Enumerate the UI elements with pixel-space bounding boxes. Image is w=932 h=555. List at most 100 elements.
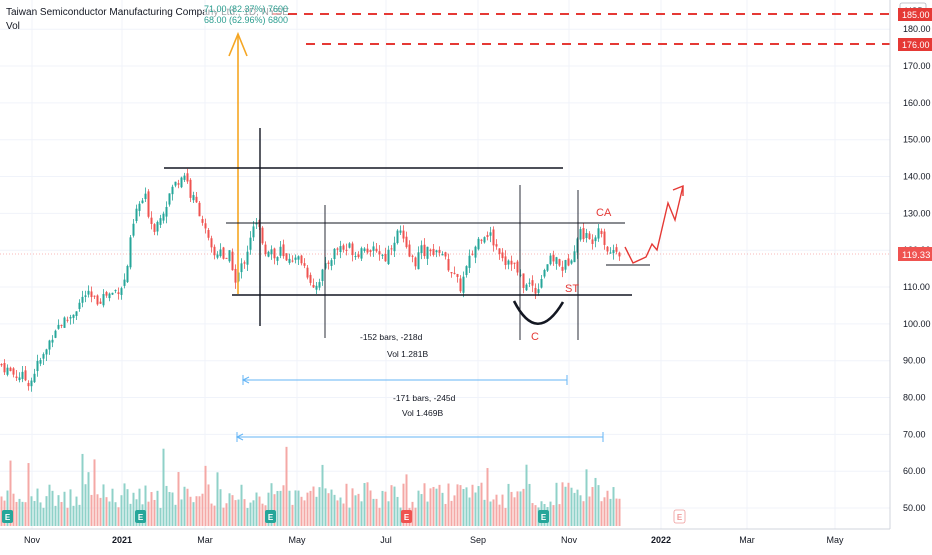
volume-bar [516,491,519,526]
candle-body [273,248,276,259]
last-price-badge [898,247,932,261]
earnings-marker[interactable]: E [265,510,276,523]
candle-body [510,260,513,265]
candle-body [288,258,291,263]
candle-body [144,193,147,200]
volume-bar [522,488,525,526]
volume-bar [237,499,240,526]
range2-bars-text: -171 bars, -245d [393,393,456,403]
volume-bar [579,495,582,526]
y-tick-label: 180.00 [903,24,931,34]
candle-body [3,363,6,373]
volume-bar [585,469,588,526]
volume-bar [183,486,186,526]
candle-body [324,263,327,269]
volume-bar [279,490,282,526]
volume-bar [33,500,36,526]
volume-bar [255,492,258,526]
volume-bar [471,484,474,526]
volume-bar [300,496,303,526]
volume-bar [114,502,117,526]
candle-body [366,248,369,253]
candle-body [441,254,444,256]
volume-bar [207,484,210,526]
volume-bar [48,484,51,526]
volume-bar [573,492,576,526]
y-tick-label: 80.00 [903,393,926,403]
earnings-marker[interactable]: E [401,510,412,523]
candle-body [276,257,279,261]
candle-body [567,258,570,266]
svg-text:E: E [138,513,144,522]
price-axis[interactable]: 50.0060.0070.0080.0090.00100.00110.00120… [889,0,932,529]
candle-body [126,265,129,283]
volume-bar [270,483,273,526]
volume-bar [618,498,621,526]
earnings-marker[interactable]: E [135,510,146,523]
candle-body [495,244,498,247]
candle-body [588,233,591,240]
candle-body [582,228,585,240]
volume-bar [180,499,183,526]
candle-body [270,249,273,255]
volume-bar [390,485,393,526]
svg-text:E: E [677,513,683,522]
volume-bar [606,490,609,526]
volume-bar [474,492,477,526]
candle-body [450,272,453,274]
svg-text:E: E [404,513,410,522]
time-axis[interactable]: Nov 2021 Mar May Jul Sep Nov 2022 Mar May [0,528,932,550]
candle-body [78,302,81,309]
volume-bar [174,504,177,526]
level-badge-176 [898,38,932,51]
volume-bar [387,501,390,526]
earnings-marker[interactable]: E [538,510,549,523]
candle-body [402,230,405,239]
level-label-185: 185.00 [902,10,930,20]
volume-bar [102,484,105,526]
volume-bar [63,491,66,526]
candle-body [555,257,558,264]
volume-bar [513,497,516,526]
candle-body [429,249,432,252]
x-tick-label: May [288,535,306,545]
symbol-title[interactable]: Taiwan Semiconductor Manufacturing Compa… [6,7,289,18]
volume-bar [126,489,129,526]
volume-bar [450,500,453,526]
volume-bar [405,474,408,526]
earnings-marker[interactable]: E [673,509,686,524]
volume-bar [426,501,429,526]
volume-bar [381,490,384,526]
volume-bar [552,505,555,526]
candle-body [57,324,60,329]
volume-bar [384,491,387,526]
candle-body [552,254,555,262]
volume-bar [261,503,264,526]
candle-body [414,257,417,267]
candle-body [543,270,546,277]
volume-bar [213,505,216,526]
candle-body [159,218,162,225]
volume-bar [54,505,57,526]
volume-bar [444,503,447,526]
candle-body [426,246,429,259]
svg-text:E: E [541,513,547,522]
candle-body [213,246,216,256]
candle-body [336,248,339,250]
x-tick-label: 2022 [651,535,671,545]
volume-bar [312,486,315,526]
volume-bar [498,504,501,526]
x-tick-label: Mar [739,535,755,545]
volume-bar [399,507,402,526]
volume-bar [6,490,9,526]
earnings-marker[interactable]: E [2,510,13,523]
candle-body [330,260,333,266]
volume-bar [336,500,339,526]
candle-body [483,237,486,243]
candle-body [390,248,393,250]
candle-body [477,238,480,250]
volume-bar [372,498,375,526]
